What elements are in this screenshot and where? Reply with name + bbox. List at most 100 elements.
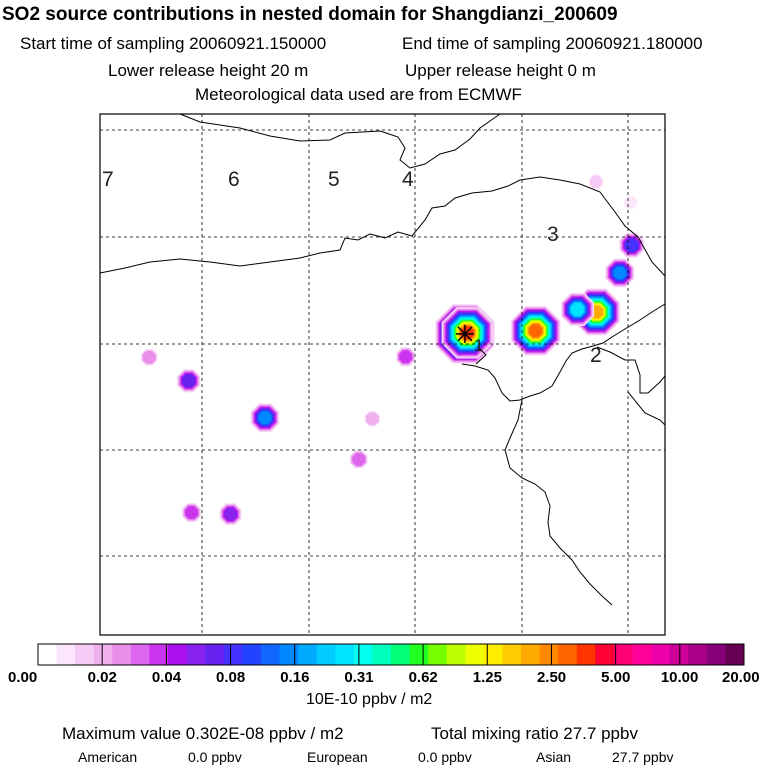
mongolia-border <box>99 176 666 277</box>
plume-10 <box>181 502 202 523</box>
colorbar-swatch <box>613 644 633 665</box>
colorbar-swatch <box>223 644 243 665</box>
plume-ring <box>185 506 198 519</box>
colorbar-swatch <box>632 644 652 665</box>
colorbar-tick-label: 0.08 <box>216 669 246 686</box>
plume-6 <box>619 232 645 258</box>
end-time: End time of sampling 20060921.180000 <box>402 34 703 53</box>
colorbar-swatch <box>446 644 466 665</box>
plume-ring <box>529 324 542 337</box>
european-value: 0.0 ppbv <box>418 749 472 765</box>
asian-label: Asian <box>536 749 572 765</box>
colorbar-swatch <box>409 644 429 665</box>
liaodong-coast <box>596 346 666 394</box>
colorbar <box>37 643 745 666</box>
plume-ring <box>258 411 272 424</box>
small-bay <box>475 346 487 365</box>
colorbar-swatch <box>651 644 671 665</box>
plume-ring <box>613 266 626 280</box>
region-label: 2 <box>590 344 602 367</box>
plume-ring <box>182 374 195 387</box>
start-time: Start time of sampling 20060921.150000 <box>20 34 327 53</box>
plume-ring <box>224 507 237 521</box>
colorbar-swatch <box>539 644 559 665</box>
plume-ring <box>399 350 412 363</box>
colorbar-tick-label: 0.16 <box>280 669 310 686</box>
colorbar-swatch <box>576 644 596 665</box>
colorbar-tick-label: 0.02 <box>87 669 117 686</box>
plume-ring <box>352 453 365 466</box>
plume-5 <box>605 258 635 288</box>
plume-14 <box>349 450 368 469</box>
colorbar-frame <box>37 643 745 666</box>
plume-13 <box>364 411 380 427</box>
colorbar-swatch <box>558 644 578 665</box>
plume-2 <box>510 305 561 356</box>
colorbar-swatch <box>595 644 615 665</box>
colorbar-swatch <box>93 644 113 665</box>
colorbar-swatch <box>335 644 355 665</box>
plume-ring <box>624 196 637 209</box>
met-data-source: Meteorological data used are from ECMWF <box>195 85 522 104</box>
colorbar-tick-label: 20.00 <box>722 669 760 686</box>
plume-7 <box>250 403 280 433</box>
colorbar-tick-label: 0.00 <box>8 669 38 686</box>
colorbar-swatch <box>168 644 188 665</box>
plume-8 <box>176 369 201 393</box>
colorbar-swatch <box>688 644 708 665</box>
region-label: 7 <box>102 168 114 191</box>
colorbar-swatch <box>428 644 448 665</box>
colorbar-swatch <box>149 644 169 665</box>
chart-title: SO2 source contributions in nested domai… <box>2 4 618 25</box>
colorbar-swatch <box>279 644 299 665</box>
colorbar-swatch <box>502 644 522 665</box>
region-labels: 7 6 5 4 3 2 1 <box>102 168 602 367</box>
colorbar-swatch <box>372 644 392 665</box>
shandong-coast <box>504 399 613 606</box>
colorbar-swatch <box>260 644 280 665</box>
plume-9 <box>219 503 242 526</box>
northern-border <box>179 113 501 169</box>
plume-12 <box>140 349 158 366</box>
grid-lines <box>100 114 665 635</box>
region-label: 1 <box>474 336 483 355</box>
total-mixing-ratio: Total mixing ratio 27.7 ppbv <box>431 724 638 743</box>
coastlines-borders <box>99 113 666 606</box>
plume-ring <box>571 303 584 316</box>
colorbar-swatch <box>465 644 485 665</box>
upper-release-height: Upper release height 0 m <box>405 61 596 80</box>
colorbar-swatch <box>205 644 225 665</box>
asian-value: 27.7 ppbv <box>612 749 674 765</box>
region-label: 5 <box>328 168 340 191</box>
korea-coast <box>627 391 666 426</box>
lower-release-height: Lower release height 20 m <box>108 61 309 80</box>
colorbar-swatch <box>391 644 410 665</box>
receptor-star-stroke <box>457 326 473 342</box>
colorbar-swatch <box>186 644 206 665</box>
colorbar-tick-label: 5.00 <box>601 669 631 686</box>
plume-ring <box>589 175 603 188</box>
plume-ring <box>142 351 156 364</box>
plume-11 <box>396 347 416 367</box>
colorbar-tick-label: 0.04 <box>151 669 182 686</box>
colorbar-tick-label: 10.00 <box>660 669 699 686</box>
map-frame <box>99 113 666 636</box>
colorbar-unit: 10E-10 ppbv / m2 <box>306 691 433 708</box>
region-label: 6 <box>228 168 240 191</box>
plume-layer <box>140 174 645 526</box>
region-label: 3 <box>547 223 559 246</box>
colorbar-swatch <box>483 644 503 665</box>
colorbar-swatch <box>725 644 745 665</box>
colorbar-swatch <box>316 644 336 665</box>
colorbar-swatch <box>242 644 262 665</box>
maximum-value: Maximum value 0.302E-08 ppbv / m2 <box>62 724 344 743</box>
colorbar-swatch <box>112 644 132 665</box>
plume-1 <box>441 307 493 359</box>
colorbar-swatch <box>669 644 689 665</box>
colorbar-tick-label: 1.25 <box>472 669 502 686</box>
colorbar-swatch <box>353 644 373 665</box>
region-label: 4 <box>402 168 414 191</box>
plume-ring <box>366 412 379 425</box>
european-label: European <box>307 749 368 765</box>
